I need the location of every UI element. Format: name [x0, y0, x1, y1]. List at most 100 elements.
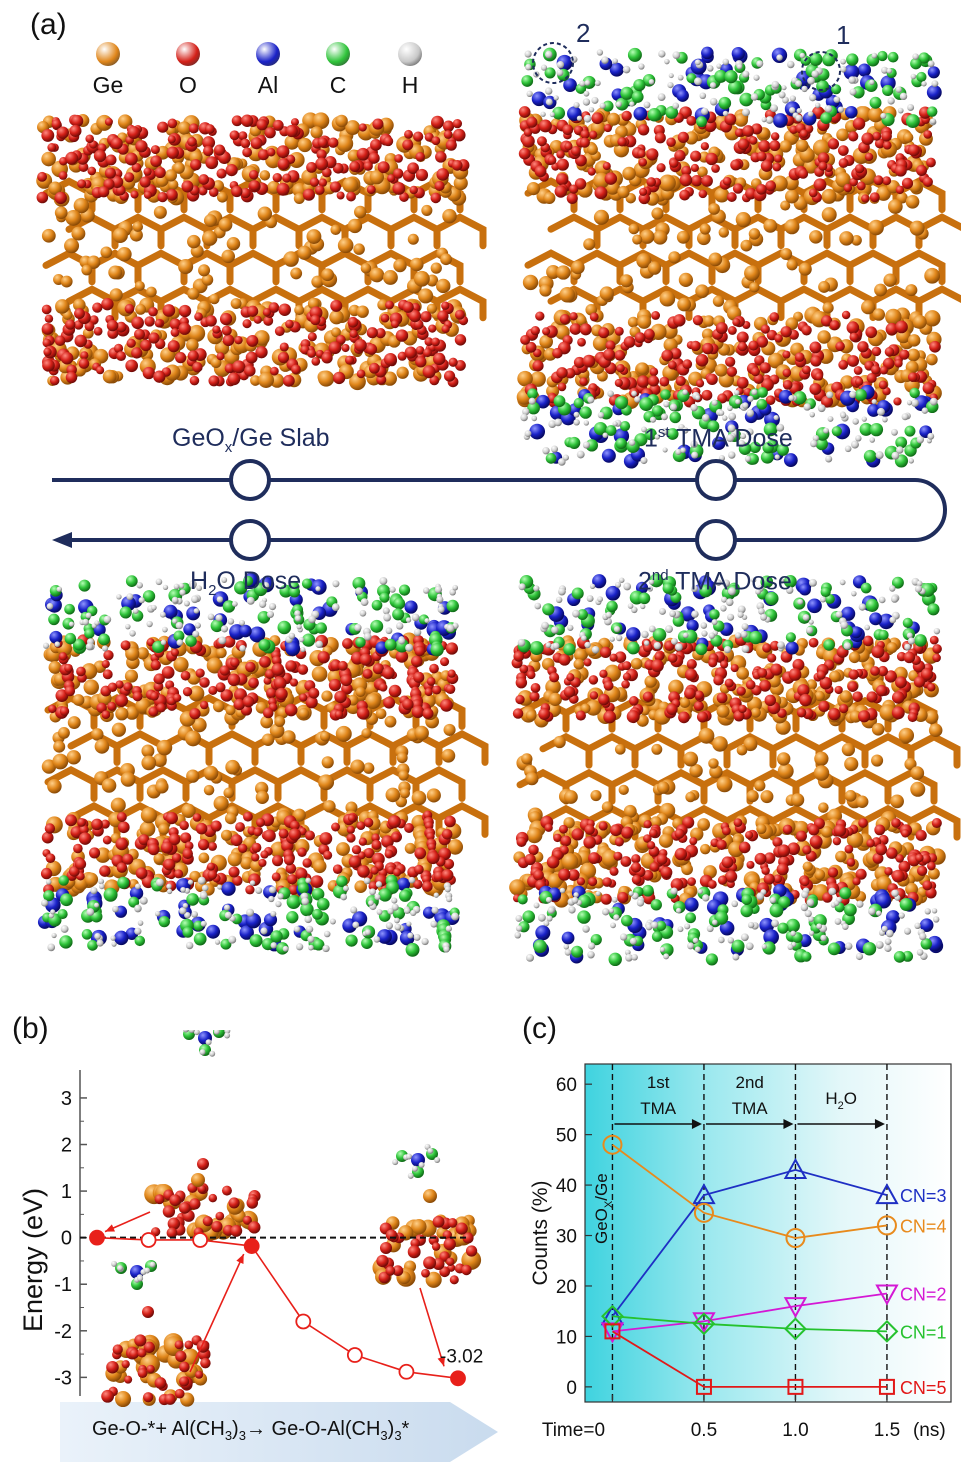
legend-ball-c	[326, 42, 350, 66]
energy-point	[346, 1347, 363, 1363]
callout-arrow-head	[437, 1356, 446, 1367]
slab-geox-ge	[36, 112, 487, 391]
tma-molecule	[392, 1143, 441, 1179]
phase-water-sub: 2	[838, 1100, 844, 1112]
series-label: CN=3	[900, 1186, 947, 1206]
reaction-arrow	[60, 1402, 498, 1462]
geox-sub: X	[603, 1200, 615, 1208]
legend-ball-h	[398, 42, 422, 66]
count-tick-label: 30	[556, 1227, 577, 1248]
series-line-cn2	[612, 1292, 888, 1333]
adsorption-structures	[101, 1030, 482, 1408]
cycle-path	[52, 478, 947, 542]
series-marker	[693, 1202, 714, 1223]
energy-tick-label: 3	[61, 1088, 72, 1110]
molecule-number-2: 2	[576, 18, 590, 48]
count-tick-label: 40	[556, 1176, 577, 1197]
energy-point	[243, 1238, 260, 1254]
phase-arrow-head	[874, 1119, 885, 1129]
legend-symbol: Ge	[92, 72, 124, 98]
count-tick-label: 50	[556, 1126, 577, 1147]
stage-label-slab: GeOx/Ge Slab	[172, 424, 330, 456]
series-line-cn1	[612, 1315, 887, 1333]
series-label: CN=5	[900, 1378, 947, 1398]
energy-point	[398, 1363, 415, 1380]
energy-point	[89, 1229, 105, 1246]
phase-label-line2: TMA	[640, 1099, 677, 1118]
series-marker	[601, 1304, 624, 1328]
energy-path-line	[96, 1236, 459, 1380]
molecule-marker-1	[801, 51, 841, 91]
series-marker	[695, 1378, 712, 1395]
series-marker	[783, 1297, 808, 1319]
legend-item-ge: Ge	[78, 42, 138, 99]
slab-second-tma	[509, 573, 961, 967]
time-tick-label: 1.0	[782, 1420, 808, 1441]
count-tick-label: 20	[556, 1277, 577, 1298]
energy-tick-label: 1	[61, 1181, 72, 1203]
node-slab	[229, 459, 271, 501]
series-marker	[878, 1378, 895, 1395]
legend-ball-al	[256, 42, 280, 66]
series-marker	[875, 1183, 899, 1205]
callout-arrow-head	[236, 1254, 244, 1265]
series-marker	[787, 1378, 804, 1395]
geox-suffix: /Ge	[592, 1173, 611, 1200]
legend-symbol: H	[401, 72, 419, 98]
molecule-marker-2	[532, 42, 574, 84]
legend-symbol: O	[179, 72, 197, 98]
energy-profile-chart: 3 2 1 0 -1 -2 -3 -3.02 Energy (eV)	[18, 1030, 498, 1462]
legend-ball-o	[176, 42, 200, 66]
node-tma2	[695, 519, 737, 561]
count-tick-label: 10	[556, 1327, 577, 1348]
final-energy-label: -3.02	[440, 1346, 483, 1367]
stage-label-tma1: 1st TMA Dose	[644, 424, 793, 453]
series-label: CN=4	[900, 1216, 947, 1236]
phase-arrow-head	[783, 1119, 794, 1129]
geox-ge-label: GeOX/Ge	[592, 1173, 615, 1244]
slab-h2o-dose	[37, 573, 489, 957]
phase-label-line1: 1st	[647, 1073, 670, 1092]
tma-molecule	[183, 1030, 231, 1057]
phase-arrow-head	[691, 1119, 702, 1129]
cycle-arrow-head	[52, 532, 72, 548]
energy-tick-label: -3	[54, 1367, 72, 1389]
energy-axis-label: Energy (eV)	[18, 1188, 48, 1332]
series-marker	[785, 1228, 806, 1249]
plot-frame	[584, 1063, 952, 1403]
series-marker	[875, 1319, 899, 1343]
panel-b-label: (b)	[12, 1012, 49, 1045]
node-water	[229, 519, 271, 561]
energy-tick-label: -2	[54, 1321, 72, 1343]
md-snapshots: 2 1	[36, 18, 961, 967]
series-marker	[602, 1134, 623, 1155]
callout-arrow-head	[105, 1224, 115, 1232]
structure-sketch	[144, 1182, 261, 1241]
phase-label-line2: TMA	[732, 1099, 769, 1118]
series-marker	[604, 1323, 621, 1340]
phase-water-o: O	[844, 1089, 857, 1108]
molecule-number-1: 1	[836, 20, 850, 50]
series-marker	[784, 1317, 807, 1341]
phase-label-water: H2O	[825, 1089, 857, 1112]
structure-sketch	[101, 1333, 211, 1408]
panel-c-label: (c)	[522, 1012, 557, 1045]
phase-water-h: H	[825, 1089, 837, 1108]
geox-prefix: GeO	[592, 1208, 611, 1244]
energy-point	[140, 1232, 157, 1248]
stage-label-tma2: 2nd TMA Dose	[638, 567, 792, 596]
count-tick-label: 60	[556, 1075, 577, 1096]
series-label: CN=1	[900, 1322, 947, 1342]
count-tick-label: 0	[566, 1378, 577, 1399]
series-marker	[875, 1284, 899, 1306]
legend-ball-ge	[96, 42, 120, 66]
series-line-cn3	[611, 1169, 888, 1317]
time-prefix-label: Time=	[542, 1420, 595, 1441]
panel-a-label: (a)	[30, 8, 67, 41]
series-marker	[783, 1157, 808, 1179]
count-axis-label: Counts (%)	[529, 1180, 552, 1285]
legend-item-o: O	[158, 42, 218, 99]
series-line-cn5	[611, 1330, 887, 1388]
energy-tick-label: 0	[61, 1228, 72, 1250]
legend-item-al: Al	[238, 42, 298, 99]
